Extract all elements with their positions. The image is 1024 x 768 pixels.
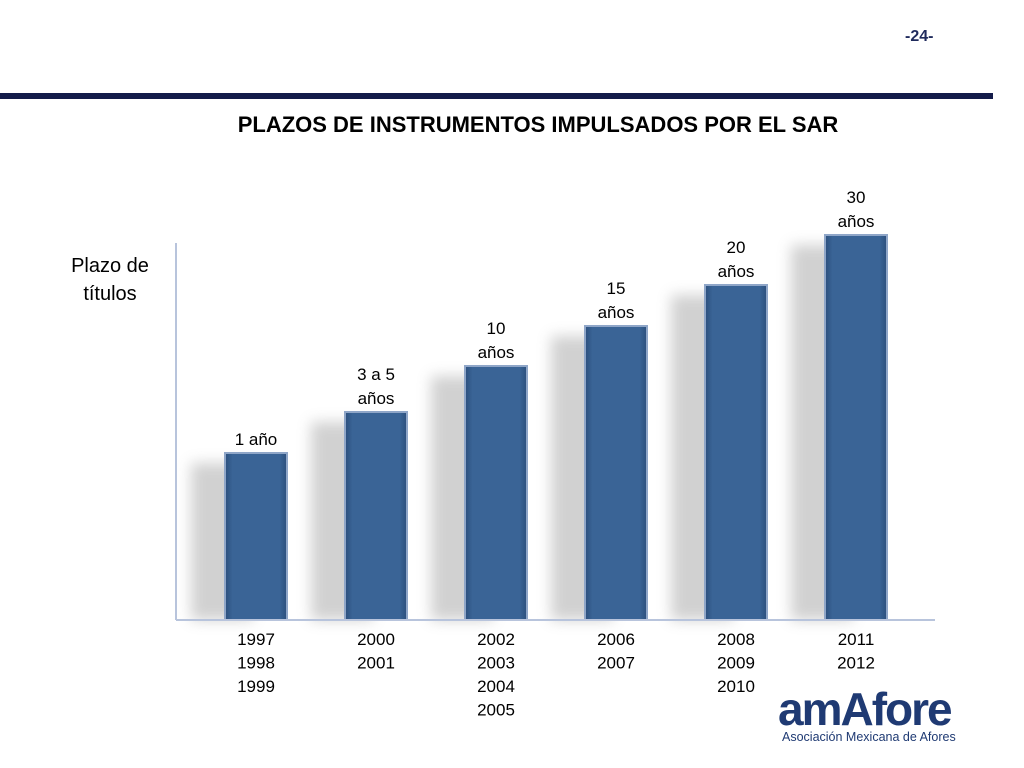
amafore-logo: amAfore Asociación Mexicana de Afores (778, 684, 993, 748)
header-rule (0, 93, 993, 99)
bar-6 (824, 234, 888, 621)
y-axis-label: Plazo de títulos (50, 252, 170, 308)
data-label-3-line-2: años (478, 343, 515, 362)
data-label-6-line-2: años (838, 212, 875, 231)
x-tick-label-5-3: 2010 (717, 677, 755, 696)
bar-5 (704, 284, 768, 621)
y-axis-label-line-1: Plazo de (71, 255, 149, 277)
x-tick-label-2-1: 2000 (357, 630, 395, 649)
data-label-3-line-1: 10 (487, 319, 506, 338)
x-tick-label-1-1: 1997 (237, 630, 275, 649)
bar-1 (224, 452, 288, 621)
data-label-1-line-1: 1 año (235, 430, 278, 449)
chart-title: PLAZOS DE INSTRUMENTOS IMPULSADOS POR EL… (237, 112, 839, 137)
bar-4 (584, 325, 648, 621)
bar-3 (464, 365, 528, 621)
data-label-4-line-1: 15 (607, 279, 626, 298)
page-number: -24- (905, 28, 934, 45)
y-axis-label-line-2: títulos (83, 283, 137, 305)
x-tick-label-2-2: 2001 (357, 654, 395, 673)
x-tick-label-4-2: 2007 (597, 654, 635, 673)
data-label-2-line-2: años (358, 389, 395, 408)
logo-tagline: Asociación Mexicana de Afores (782, 730, 956, 744)
x-tick-label-3-4: 2005 (477, 701, 515, 720)
data-label-5-line-2: años (718, 262, 755, 281)
x-tick-label-1-2: 1998 (237, 654, 275, 673)
x-tick-label-3-3: 2004 (477, 677, 515, 696)
x-tick-label-1-3: 1999 (237, 677, 275, 696)
x-tick-label-6-1: 2011 (838, 630, 875, 649)
data-label-5-line-1: 20 (727, 238, 746, 257)
logo-wordmark: amAfore (778, 683, 953, 735)
x-tick-label-3-2: 2003 (477, 654, 515, 673)
x-tick-label-4-1: 2006 (597, 630, 635, 649)
x-tick-label-6-2: 2012 (837, 654, 875, 673)
x-tick-label-3-1: 2002 (477, 630, 515, 649)
data-label-4-line-2: años (598, 303, 635, 322)
x-tick-label-5-2: 2009 (717, 654, 755, 673)
x-tick-label-5-1: 2008 (717, 630, 755, 649)
data-label-6-line-1: 30 (847, 188, 866, 207)
bar-2 (344, 411, 408, 621)
data-label-2-line-1: 3 a 5 (357, 365, 395, 384)
